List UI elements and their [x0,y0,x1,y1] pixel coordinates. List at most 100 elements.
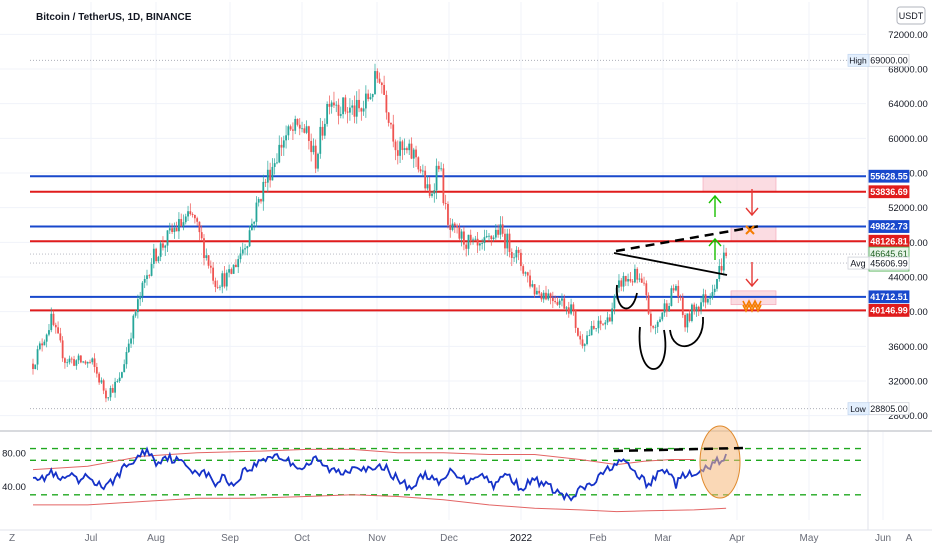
candle [344,94,347,115]
candle [640,273,643,283]
candle [627,273,629,287]
candle [538,285,541,297]
osc-resistance-dashed [613,446,744,453]
candle [162,236,164,251]
candle [684,313,686,332]
candle [433,183,436,203]
candle [75,359,78,370]
zigzag-marker-2 [742,303,762,313]
candle [613,294,616,315]
candle [700,297,702,315]
candle [193,214,196,224]
candle [294,115,297,135]
candle [239,246,242,263]
candle [453,222,456,233]
candle [84,360,87,365]
candle [661,312,664,322]
candle [447,201,449,229]
candle [668,302,671,312]
candle [574,309,577,333]
candle [102,378,105,395]
svg-text:69000.00: 69000.00 [870,56,908,66]
candle [342,97,344,119]
candle [246,245,249,256]
candle [184,213,187,225]
candle [681,293,684,318]
time-tick-label: Nov [368,533,386,544]
candle [472,237,474,245]
candle [335,101,338,113]
candle [266,160,269,193]
candle [312,138,315,155]
candle [531,280,534,288]
candle [428,176,431,199]
drawing-annotations [613,189,762,370]
price-tag: 45606.99 [868,256,910,270]
candle [132,314,135,345]
bottom-left-label[interactable]: Z [9,533,15,544]
bottom-right-label[interactable]: A [906,533,913,544]
candle [77,353,80,364]
candle [572,302,575,316]
svg-text:Avg: Avg [850,258,865,268]
candle [588,329,591,337]
candle [659,316,661,323]
candle [349,98,351,121]
hilo-tag: Low [847,402,870,416]
candle [565,306,568,315]
osc-tick-label: 80.00 [2,448,26,459]
price-tags: 55628.55 53836.69 49822.73 48126.81 41712.51… [847,53,910,416]
candle [189,203,192,216]
price-tag: 49822.73 [868,220,910,233]
candle [483,229,486,251]
candle [567,301,570,318]
candle [520,249,522,271]
candle [57,321,59,334]
candle [693,302,696,315]
currency-button[interactable]: USDT [896,6,926,25]
candle [219,284,221,291]
candle [100,377,103,385]
candle [558,298,561,309]
candle [392,114,395,148]
candle [390,122,392,129]
candle [216,280,219,290]
candle [148,274,151,279]
head [638,326,667,370]
time-axis[interactable]: Jul Aug Sep Oct Nov Dec 2022 Feb Mar Apr May Jun [85,533,891,544]
candle [43,339,46,346]
candle [561,293,563,307]
candle [403,138,406,156]
candle [351,100,354,115]
candle [91,357,94,365]
candle [155,247,158,264]
candle [116,379,119,383]
svg-text:49822.73: 49822.73 [870,222,908,232]
price-tag: 69000.00 [868,53,910,67]
candle [718,259,721,282]
candle [458,223,461,241]
candle [187,205,189,222]
candle [383,75,386,95]
candle [235,259,237,268]
candle [417,156,420,173]
candle [330,100,333,114]
candle [533,284,536,298]
candle [494,224,497,240]
candle [175,221,178,232]
candle [198,221,201,241]
candle [611,302,614,325]
symbol-title: Bitcoin / TetherUS, 1D, BINANCE [36,12,192,23]
candle [631,278,634,286]
candle [326,101,329,127]
candle [704,289,707,309]
price-tick-label: 72000.00 [888,30,928,41]
candle [59,327,62,343]
time-tick-label: Mar [654,533,672,544]
candle [214,277,217,293]
candle [125,347,128,369]
candle [146,269,148,286]
oscillator-axis: 80.00 40.00 [2,448,26,493]
candle [38,341,41,351]
candle [337,98,340,125]
